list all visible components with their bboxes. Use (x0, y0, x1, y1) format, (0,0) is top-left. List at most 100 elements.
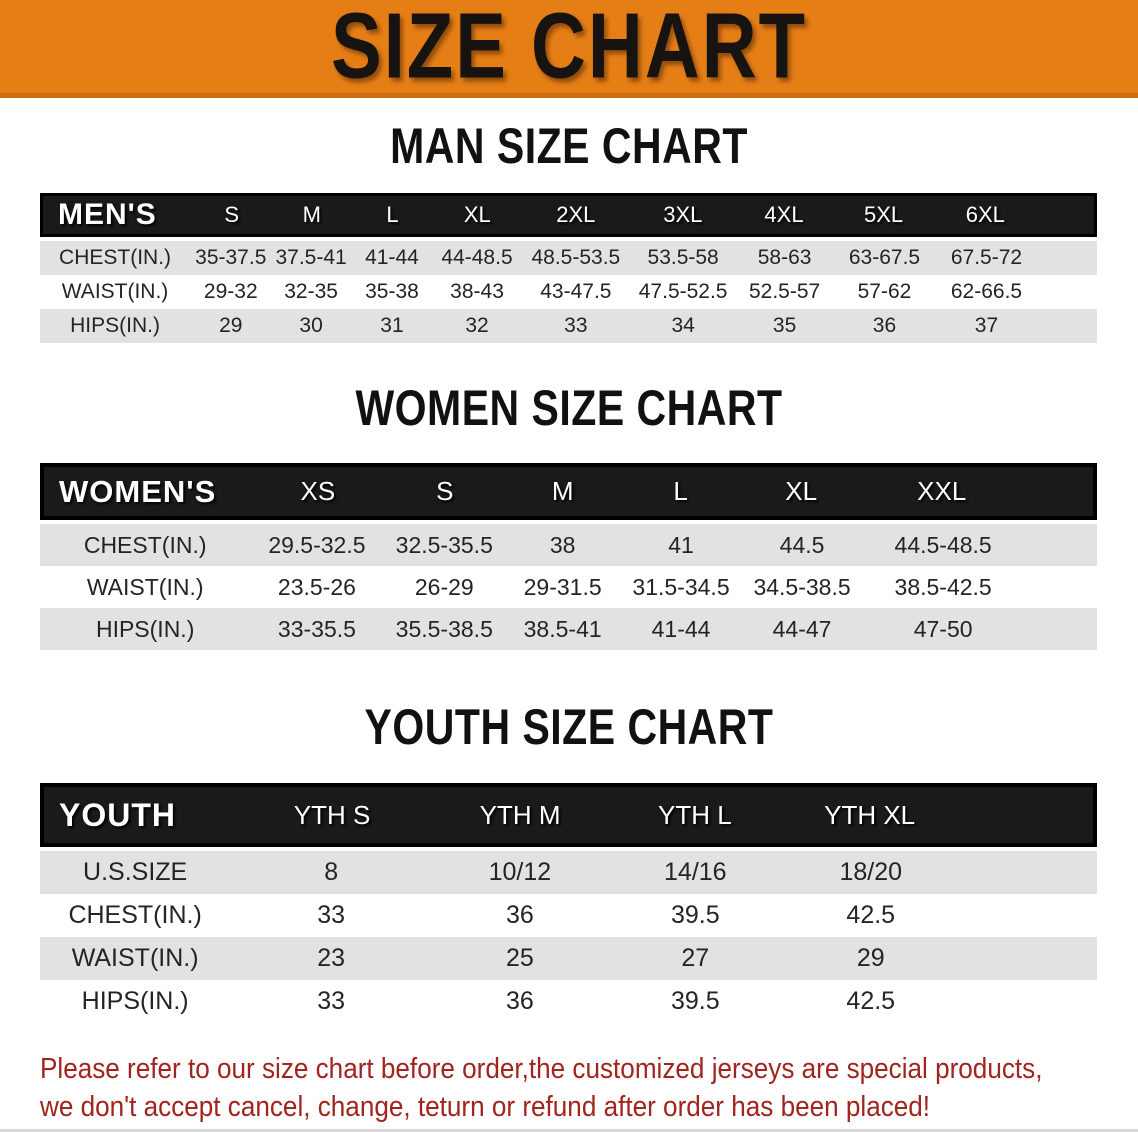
size-value-cell: 33 (564, 314, 588, 337)
size-value-cell: 29-31.5 (523, 573, 602, 600)
measurement-row-label: CHEST(IN.) (68, 901, 202, 929)
row-filler (1038, 241, 1097, 275)
size-table-header: WOMEN'S XS S M L XL XXL (40, 463, 1097, 520)
size-value-cell: 10/12 (488, 858, 552, 886)
measurement-row-label: CHEST(IN.) (59, 246, 172, 269)
size-value-cell: 29.5-32.5 (268, 531, 366, 558)
size-column-header: 5XL (864, 202, 904, 227)
women-size-table: WOMEN'S XS S M L XL XXL CHEST(IN.) 29.5-32.5 32.5… (40, 463, 1097, 650)
size-column-header: S (224, 202, 240, 227)
youth-section-heading-text: YOUTH SIZE CHART (364, 698, 774, 756)
size-column-header: M (551, 476, 574, 506)
disclaimer-line-1: Please refer to our size chart before or… (40, 1053, 1043, 1085)
measurement-row: HIPS(IN.) 29 30 31 32 33 34 35 36 37 (40, 309, 1097, 343)
size-value-cell: 29 (219, 314, 243, 337)
size-value-cell: 23.5-26 (277, 573, 356, 600)
measurement-row: HIPS(IN.) 33 36 39.5 42.5 (40, 980, 1097, 1023)
size-column-header: S (436, 476, 454, 506)
measurement-row: U.S.SIZE 8 10/12 14/16 18/20 (40, 851, 1097, 894)
size-value-cell: 25 (505, 944, 534, 972)
size-value-cell: 33 (317, 901, 346, 929)
size-column-header: YTH S (293, 799, 371, 830)
size-column-header: L (386, 202, 399, 227)
size-value-cell: 57-62 (857, 280, 912, 303)
size-column-header: 2XL (556, 202, 596, 227)
size-value-cell: 32-35 (284, 280, 338, 303)
size-value-cell: 52.5-57 (748, 280, 821, 303)
size-value-cell: 42.5 (846, 987, 896, 1015)
size-value-cell: 14/16 (664, 858, 727, 886)
banner-title: SIZE CHART (331, 0, 807, 99)
measurement-row: CHEST(IN.) 35-37.5 37.5-41 41-44 44-48.5 48.5… (40, 241, 1097, 275)
men-section-heading-text: MAN SIZE CHART (390, 117, 748, 175)
row-filler (1038, 309, 1097, 343)
size-value-cell: 26-29 (414, 573, 474, 600)
size-value-cell: 32.5-35.5 (395, 531, 493, 558)
measurement-row: WAIST(IN.) 23.5-26 26-29 29-31.5 31.5-34.5 34… (40, 566, 1097, 608)
size-value-cell: 43-47.5 (540, 280, 612, 303)
size-table-header: MEN'S S M L XL 2XL 3XL 4XL 5XL 6XL (40, 193, 1097, 237)
header-filler (1036, 195, 1095, 236)
women-section-heading: WOMEN SIZE CHART (0, 380, 1138, 440)
size-value-cell: 44.5 (779, 531, 825, 558)
measurement-row-label: WAIST(IN.) (71, 944, 199, 972)
row-filler (958, 894, 1097, 937)
size-value-cell: 35-38 (365, 280, 419, 303)
size-column-header: 6XL (965, 202, 1005, 227)
size-column-header: 4XL (764, 202, 804, 227)
size-table-header-row: YOUTH YTH S YTH M YTH L YTH XL (42, 785, 1095, 845)
size-value-cell: 62-66.5 (950, 280, 1023, 303)
measurement-row: HIPS(IN.) 33-35.5 35.5-38.5 38.5-41 41-44 44-… (40, 608, 1097, 650)
size-value-cell: 27 (681, 944, 710, 972)
size-value-cell: 67.5-72 (950, 246, 1023, 269)
size-value-cell: 29-32 (203, 280, 258, 303)
header-filler (957, 785, 1095, 845)
size-column-header: L (673, 476, 688, 506)
measurement-row-label: HIPS(IN.) (70, 314, 160, 337)
size-value-cell: 38-43 (450, 280, 504, 303)
size-value-cell: 41-44 (651, 615, 711, 642)
header-filler (1022, 465, 1095, 518)
size-column-header: 3XL (663, 202, 703, 227)
size-value-cell: 38.5-42.5 (894, 573, 992, 600)
table-group-label: YOUTH (59, 796, 176, 833)
size-value-cell: 35 (772, 314, 797, 337)
size-value-cell: 44.5-48.5 (894, 531, 992, 558)
row-filler (1024, 566, 1097, 608)
size-column-header: XXL (917, 476, 967, 506)
size-value-cell: 58-63 (757, 246, 812, 269)
measurement-row-label: WAIST(IN.) (86, 573, 204, 600)
measurement-row: WAIST(IN.) 23 25 27 29 (40, 937, 1097, 980)
size-value-cell: 47-50 (913, 615, 973, 642)
row-filler (958, 980, 1097, 1023)
size-value-cell: 63-67.5 (848, 246, 921, 269)
size-value-cell: 48.5-53.5 (531, 246, 621, 269)
row-filler (1038, 275, 1097, 309)
measurement-row-label: CHEST(IN.) (83, 531, 207, 558)
men-size-table: MEN'S S M L XL 2XL 3XL 4XL 5XL 6XL CHEST(IN.) 35-37… (40, 193, 1097, 343)
disclaimer-line-2: we don't accept cancel, change, teturn o… (40, 1091, 931, 1123)
size-value-cell: 39.5 (670, 987, 720, 1015)
size-table-header-row: MEN'S S M L XL 2XL 3XL 4XL 5XL 6XL (42, 195, 1096, 236)
size-value-cell: 39.5 (670, 901, 720, 929)
section-men: MAN SIZE CHART MEN'S S M L XL 2XL 3XL 4XL 5XL 6XL… (0, 118, 1138, 343)
size-value-cell: 34.5-38.5 (753, 573, 851, 600)
row-filler (1024, 608, 1097, 650)
measurement-row: CHEST(IN.) 29.5-32.5 32.5-35.5 38 41 44.5 44.5… (40, 524, 1097, 566)
section-youth: YOUTH SIZE CHART YOUTH YTH S YTH M YTH L YTH… (0, 699, 1138, 1023)
size-value-cell: 41 (668, 531, 694, 558)
size-table-header-row: WOMEN'S XS S M L XL XXL (42, 465, 1095, 518)
row-filler (958, 851, 1097, 894)
size-value-cell: 18/20 (839, 858, 903, 886)
size-table-body: U.S.SIZE 8 10/12 14/16 18/20 CHEST(IN.) 33 36 39… (40, 851, 1097, 1023)
measurement-row-label: WAIST(IN.) (61, 280, 169, 303)
size-value-cell: 38 (549, 531, 576, 558)
size-value-cell: 36 (872, 314, 897, 337)
size-column-header: XL (463, 202, 491, 227)
size-column-header: YTH XL (824, 799, 916, 830)
size-value-cell: 44-47 (772, 615, 832, 642)
size-value-cell: 32 (465, 314, 489, 337)
size-table-header: YOUTH YTH S YTH M YTH L YTH XL (40, 783, 1097, 847)
size-column-header: XS (300, 476, 336, 506)
